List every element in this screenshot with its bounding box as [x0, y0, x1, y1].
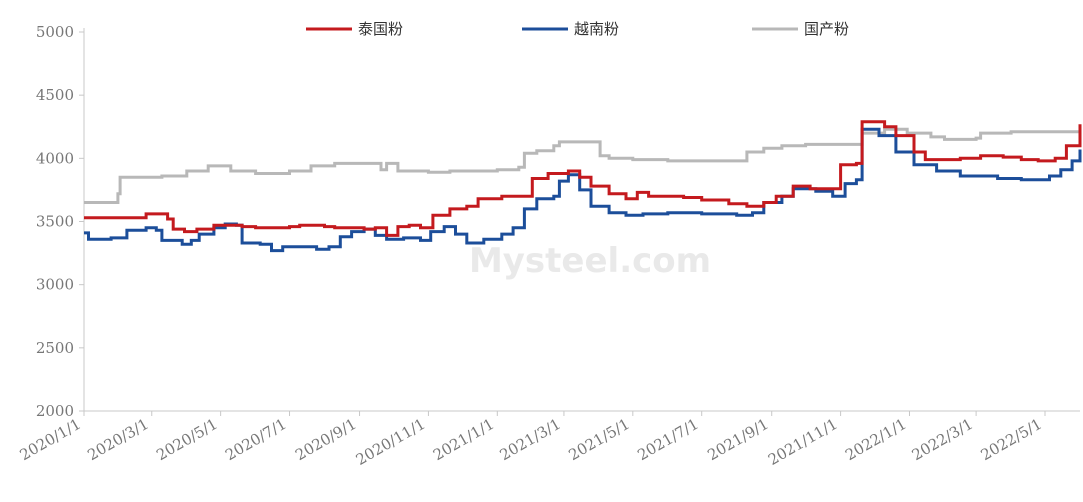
- legend-label-1: 越南粉: [574, 20, 619, 38]
- y-tick-label: 4000: [36, 149, 74, 167]
- series-line-1: [84, 127, 1082, 253]
- y-tick-label: 2000: [36, 402, 74, 420]
- x-tick-label: 2021/1/1: [430, 415, 497, 464]
- x-tick-label: 2021/9/1: [704, 415, 771, 464]
- legend-label-0: 国产粉: [804, 20, 849, 38]
- y-tick-label: 2500: [36, 339, 74, 357]
- series-layer: [84, 120, 1082, 253]
- series-line-2: [84, 120, 1082, 237]
- x-tick-label: 2021/11/1: [765, 415, 841, 469]
- y-tick-label: 3000: [36, 276, 74, 294]
- legend: 国产粉 越南粉 泰国粉: [306, 20, 849, 38]
- x-tick-label: 2021/3/1: [497, 415, 564, 464]
- x-tick-label: 2021/7/1: [634, 415, 701, 464]
- legend-label-2: 泰国粉: [358, 20, 403, 38]
- x-tick-label: 2022/5/1: [978, 415, 1045, 464]
- y-tick-label: 5000: [36, 23, 74, 41]
- x-tick-label: 2022/1/1: [842, 415, 909, 464]
- x-tick-label: 2020/11/1: [353, 415, 429, 469]
- x-tick-label: 2020/1/1: [17, 415, 84, 464]
- watermark: Mysteel.com: [469, 241, 711, 281]
- x-tick-label: 2020/5/1: [153, 415, 220, 464]
- series-line-0: [84, 127, 1080, 204]
- x-tick-label: 2020/3/1: [84, 415, 151, 464]
- x-tick-label: 2020/9/1: [292, 415, 359, 464]
- x-tick-label: 2020/7/1: [222, 415, 289, 464]
- x-tick-label: 2022/3/1: [909, 415, 976, 464]
- x-tick-label: 2021/5/1: [565, 415, 632, 464]
- y-tick-label: 3500: [36, 213, 74, 231]
- y-tick-label: 4500: [36, 86, 74, 104]
